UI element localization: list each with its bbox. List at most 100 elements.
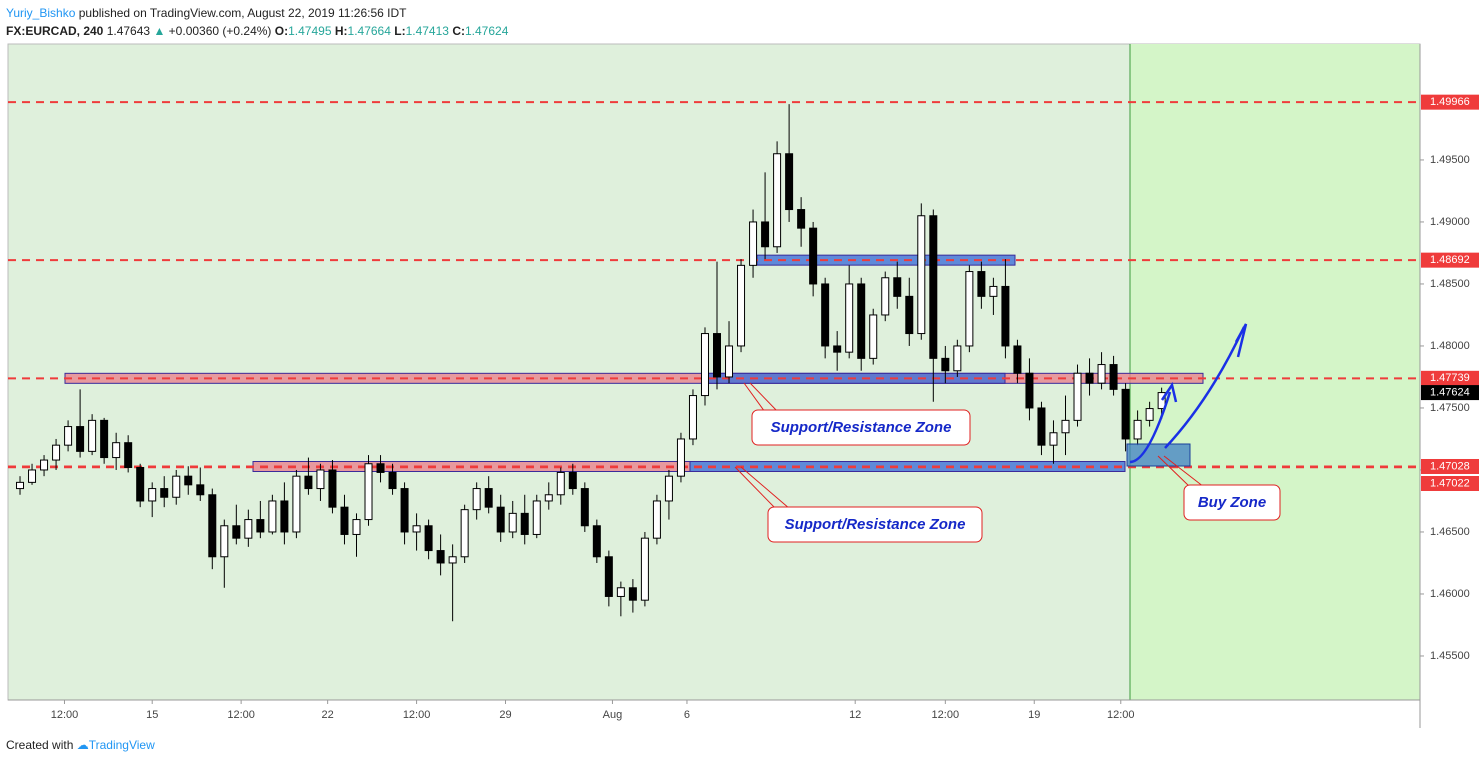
candle-body <box>809 227 818 285</box>
candle-body <box>1133 419 1142 440</box>
x-tick-label: 12:00 <box>403 709 431 721</box>
y-tick-label: 1.49000 <box>1430 216 1470 228</box>
arrowhead <box>1160 381 1178 403</box>
candle-body <box>544 494 553 502</box>
candle-body <box>184 475 193 486</box>
candle-body <box>484 488 493 508</box>
candle-body <box>52 444 61 461</box>
candle-body <box>412 525 421 533</box>
y-tick-label: 1.49500 <box>1430 154 1470 166</box>
level-tag <box>1421 370 1479 386</box>
candle-body <box>40 459 49 471</box>
candle-body <box>148 488 157 502</box>
candle-body <box>196 484 205 496</box>
candle-body <box>1145 408 1154 421</box>
x-tick-label: Aug <box>603 709 623 721</box>
candle-body <box>328 469 337 508</box>
created: Created with <box>6 738 74 752</box>
candle-body <box>977 271 986 297</box>
candle-body <box>220 525 229 558</box>
candle-body <box>1109 364 1118 390</box>
candle-body <box>124 442 133 468</box>
candle-body <box>136 466 145 502</box>
header: Yuriy_Bishko published on TradingView.co… <box>6 4 508 40</box>
annotations: Support/Resistance Zone Support/Resistan… <box>734 323 1281 543</box>
candle-body <box>376 463 385 473</box>
candle-body <box>172 475 181 498</box>
y-tick-label: 1.46500 <box>1430 526 1470 538</box>
x-tick-label: 12:00 <box>932 709 960 721</box>
candle-body <box>268 500 277 533</box>
candle-body <box>761 221 770 248</box>
level-tag <box>1421 475 1479 491</box>
candle-body <box>773 153 782 248</box>
x-tick-label: 12:00 <box>1107 709 1135 721</box>
x-tick-label: 12 <box>849 709 861 721</box>
y-tick-label: 1.48500 <box>1430 278 1470 290</box>
candle-body <box>616 587 625 597</box>
y-tick-label: 1.47500 <box>1430 402 1470 414</box>
candle-body <box>1037 407 1046 446</box>
level-tag-label: 1.47022 <box>1430 477 1470 489</box>
candle-body <box>725 345 734 378</box>
candle-body <box>1025 372 1034 409</box>
candle-body <box>472 488 481 511</box>
arrowhead <box>1234 323 1248 358</box>
candle-body <box>1001 285 1010 347</box>
buy-zone-box <box>1126 443 1191 467</box>
candle-body <box>580 488 589 527</box>
candle-body <box>28 469 37 483</box>
candle-body <box>869 314 878 359</box>
footer: Created with ☁TradingView <box>6 738 155 752</box>
level-tag <box>1421 458 1479 474</box>
future-region <box>1130 44 1420 700</box>
candle-body <box>1049 432 1058 446</box>
callout-text: Buy Zone <box>1198 494 1266 511</box>
symbol: FX:EURCAD, 240 <box>6 24 104 38</box>
candle-body <box>1013 345 1022 374</box>
candle-body <box>1061 419 1070 434</box>
candle-body <box>833 345 842 353</box>
candle-body <box>845 283 854 353</box>
candle-body <box>1097 364 1106 384</box>
brand-name: TradingView <box>88 738 155 752</box>
y-tick-label: 1.45500 <box>1430 650 1470 662</box>
up-arrow: ▲ <box>153 24 166 38</box>
level-tag-label: 1.47739 <box>1430 372 1470 384</box>
candle-body <box>568 471 577 490</box>
callout-pointer <box>1157 455 1205 488</box>
candle-body <box>797 209 806 229</box>
ohlc-value: 1.47495 <box>288 24 332 38</box>
candles <box>16 104 1166 622</box>
level-tag <box>1421 94 1479 110</box>
level-tag-label: 1.47028 <box>1430 460 1470 472</box>
candle-body <box>16 481 25 490</box>
candle-body <box>160 488 169 498</box>
candle-body <box>352 519 361 535</box>
candle-body <box>881 277 890 316</box>
candle-body <box>592 525 601 558</box>
x-tick-label: 29 <box>499 709 511 721</box>
header-line: Yuriy_Bishko published on TradingView.co… <box>6 4 508 22</box>
candle-body <box>316 469 325 490</box>
candle-body <box>532 500 541 535</box>
price-tag-label: 1.47624 <box>1430 386 1470 398</box>
level-tag-label: 1.48692 <box>1430 254 1470 266</box>
callout-box <box>767 506 983 543</box>
price-tag <box>1421 385 1479 401</box>
x-tick-label: 12:00 <box>51 709 79 721</box>
candle-body <box>785 153 794 211</box>
last-price: 1.47643 <box>106 24 151 38</box>
level-tag <box>1421 252 1479 268</box>
x-tick-label: 19 <box>1028 709 1040 721</box>
candle-body <box>737 264 746 347</box>
candle-body <box>388 471 397 490</box>
candle-body <box>508 512 517 533</box>
candle-body <box>917 215 926 335</box>
candle-body <box>953 345 962 372</box>
ohlc-label: L: <box>394 24 406 38</box>
header-line: FX:EURCAD, 240 1.47643 ▲ +0.00360 (+0.24… <box>6 22 508 40</box>
candle-body <box>112 442 121 459</box>
candle-body <box>400 488 409 533</box>
